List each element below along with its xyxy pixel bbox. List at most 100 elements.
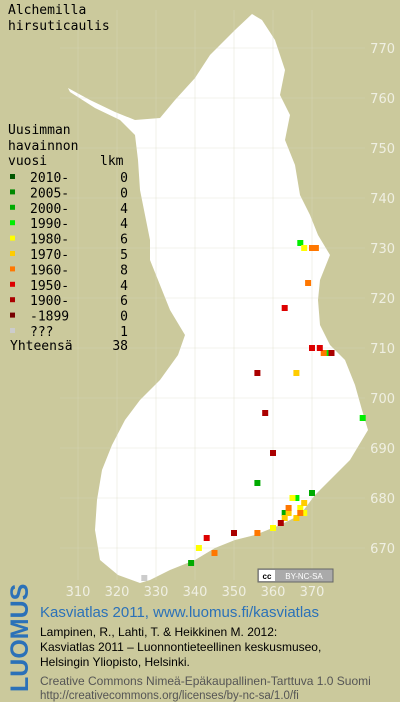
occurrence-square (293, 515, 300, 521)
occurrence-square (312, 245, 319, 251)
occurrence-square (281, 510, 288, 516)
occurrence-square (359, 415, 366, 421)
legend-count: 0 (120, 186, 128, 201)
total-label: Yhteensä (10, 339, 73, 354)
occurrence-square (309, 245, 315, 251)
license-badge: cc BY-NC-SA (257, 568, 334, 583)
badge-box (257, 568, 334, 583)
occurrence-square (289, 495, 296, 501)
legend-count: 0 (120, 171, 128, 186)
points (141, 240, 366, 581)
occurrence-square (270, 450, 276, 456)
legend-count: 1 (120, 325, 128, 340)
legend-count: 5 (120, 248, 128, 263)
occurrence-square (141, 575, 148, 581)
occurrence-square (270, 525, 276, 531)
citation-line: Kasviatlas 2011 – Luonnontieteellinen ke… (40, 640, 321, 654)
legend-title: vuosi (8, 154, 47, 169)
occurrence-square (188, 560, 195, 566)
legend-swatch (10, 189, 15, 195)
occurrence-square (297, 240, 304, 246)
y-tick-label: 740 (370, 192, 395, 207)
citation-line: Lampinen, R., Lahti, T. & Heikkinen M. 2… (40, 625, 277, 639)
occurrence-square (262, 410, 269, 416)
legend-name: 2000- (30, 202, 69, 217)
total: 38 (112, 339, 128, 354)
y-tick-label: 680 (370, 492, 395, 507)
license-line: http://creativecommons.org/licenses/by-n… (40, 690, 299, 702)
legend-count-label: lkm (100, 154, 124, 169)
occurrence-square (254, 480, 261, 486)
y-tick-label: 730 (370, 242, 395, 257)
occurrence-square (285, 505, 292, 511)
legend-count: 6 (120, 233, 128, 248)
x-tick-label: 310 (66, 585, 91, 600)
occurrence-square (301, 500, 308, 506)
legend-swatch (10, 174, 15, 179)
legend-swatch (10, 281, 15, 287)
legend-swatch (10, 297, 15, 303)
legend-swatch (10, 251, 15, 256)
occurrence-square (328, 350, 335, 356)
legend-swatch (10, 312, 15, 318)
legend-swatch (10, 266, 15, 272)
occurrence-square (281, 515, 288, 521)
footer-heading: Kasviatlas 2011, www.luomus.fi/kasviatla… (40, 604, 319, 621)
occurrence-square (301, 510, 308, 516)
x-tick-label: 370 (300, 585, 325, 600)
occurrence-square (285, 510, 292, 516)
legend: 2010- 0 2005- 0 2000- 4 1990- 4 1980- 6 1970- 5 1960… (10, 171, 128, 340)
x-tick-label: 330 (144, 585, 169, 600)
legend-swatch (10, 328, 15, 333)
badge-cc-box (259, 570, 275, 581)
badge-cc: cc (263, 572, 272, 581)
y-tick-label: 720 (370, 292, 395, 307)
occurrence-square (277, 520, 284, 526)
y-tick-label: 770 (370, 42, 395, 57)
license-line: Creative Commons Nimeä-Epäkaupallinen-Ta… (40, 674, 371, 688)
occurrence-square (297, 510, 304, 516)
y-tick-label: 670 (370, 542, 395, 557)
occurrence-square (231, 530, 237, 536)
brand: LUOMUS (6, 584, 34, 692)
occurrence-square (203, 535, 210, 541)
legend-title: Uusimman (8, 123, 71, 138)
legend-name: -1899 (30, 310, 69, 325)
occurrence-square (254, 370, 261, 376)
occurrence-square (293, 495, 300, 501)
legend-name: 1990- (30, 217, 69, 232)
y-tick-label: 710 (370, 342, 395, 357)
legend-name: 1980- (30, 233, 69, 248)
occurrence-square (316, 345, 323, 351)
x-tick-label: 350 (222, 585, 247, 600)
occurrence-square (254, 530, 261, 536)
y-tick-label: 700 (370, 392, 395, 407)
occurrence-square (324, 350, 331, 356)
y-tick-label: 750 (370, 142, 395, 157)
occurrence-square (309, 490, 315, 496)
legend-count: 4 (120, 202, 128, 217)
occurrence-square (195, 545, 202, 551)
legend-name: ??? (30, 325, 53, 340)
legend-name: 1950- (30, 279, 69, 294)
legend-name: 2005- (30, 186, 69, 201)
legend-count: 6 (120, 294, 128, 309)
legend-name: 1960- (30, 263, 69, 278)
title-line: Alchemilla (8, 3, 86, 18)
badge-text: BY-NC-SA (285, 572, 323, 581)
legend-name: 2010- (30, 171, 69, 186)
legend-count: 8 (120, 263, 128, 278)
finland-outline (68, 14, 368, 583)
y-tick-label: 690 (370, 442, 395, 457)
y-tick-label: 760 (370, 92, 395, 107)
occurrence-square (293, 370, 300, 376)
title-line: hirsuticaulis (8, 19, 110, 34)
legend-name: 1900- (30, 294, 69, 309)
occurrence-square (320, 350, 327, 356)
occurrence-square (281, 305, 288, 311)
occurrence-square (309, 345, 315, 351)
legend-count: 4 (120, 217, 128, 232)
occurrence-square (297, 505, 304, 511)
